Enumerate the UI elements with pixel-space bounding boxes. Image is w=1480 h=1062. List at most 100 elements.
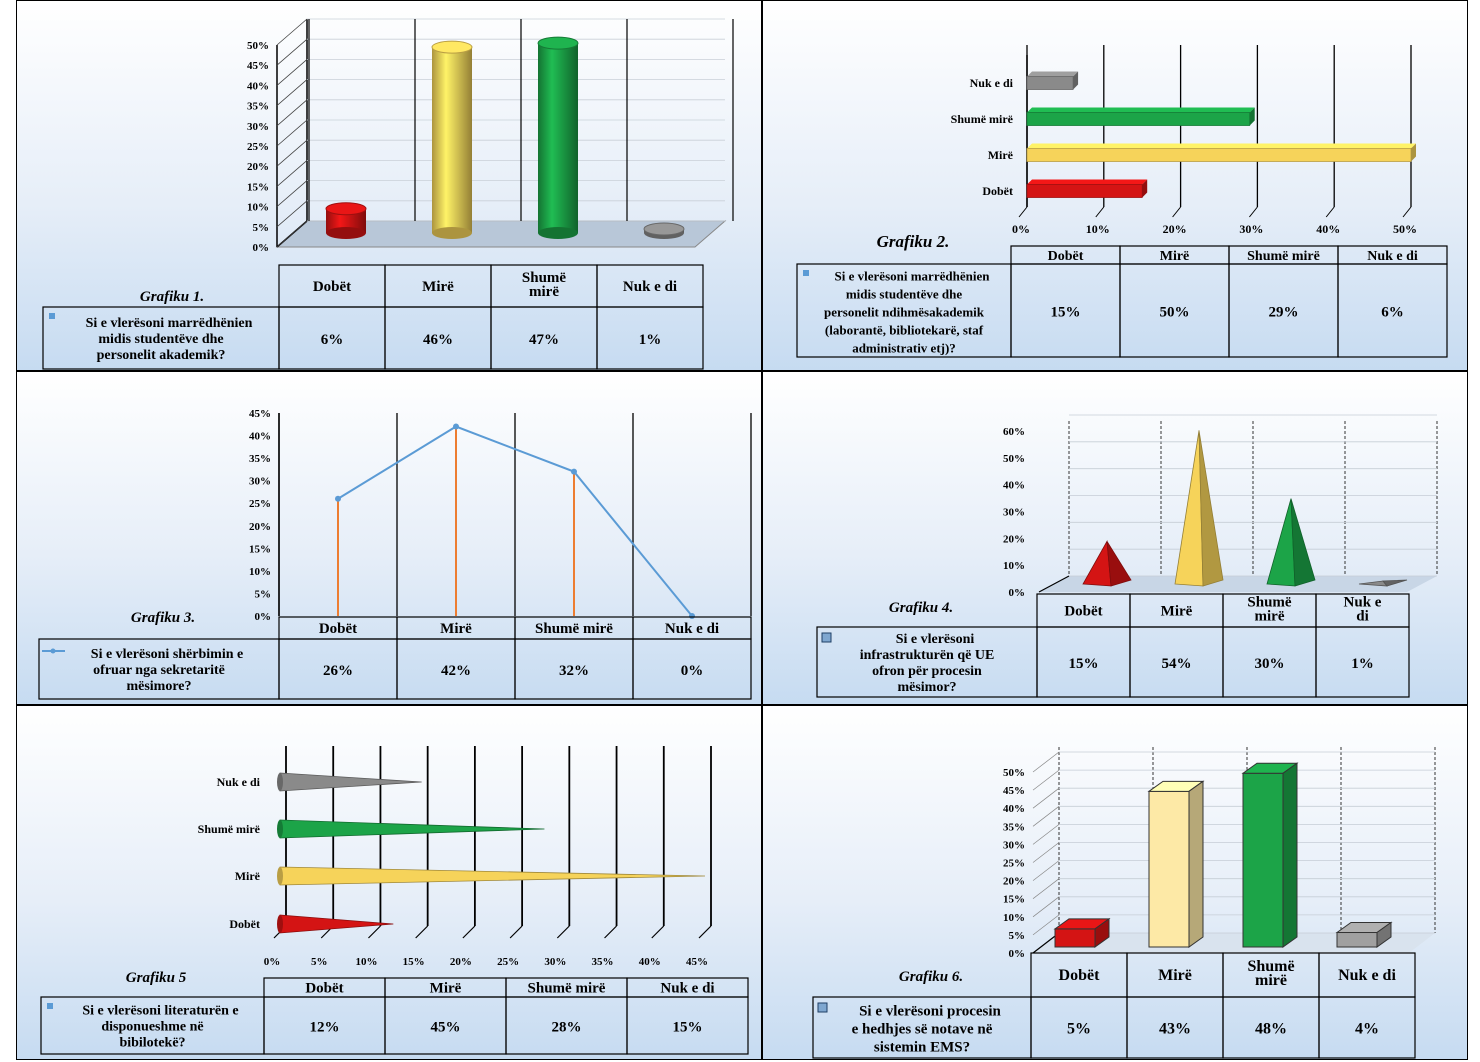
box-2-side: [1188, 780, 1204, 948]
gridline: [1032, 769, 1060, 791]
pyramid-1-side: [1106, 541, 1132, 587]
series-label-line-3: personelit ndihmësakademik: [824, 305, 985, 320]
bar-1-top: [1027, 179, 1148, 185]
category-axis-label: Nuk e di: [970, 76, 1014, 90]
category-label-1: Dobët: [1064, 604, 1102, 620]
table-value-cell: [1318, 996, 1416, 1059]
series-label-line-3: bibilotekë?: [119, 1036, 185, 1051]
bar-2-base: [432, 227, 472, 239]
chart-panel-6: 0% 5% 10% 15% 20% 25% 30% 35% 40% 45% 50% Dobët Mirë…: [762, 705, 1468, 1060]
box-1: [1054, 928, 1096, 948]
pyramid-2: [1174, 430, 1204, 587]
x-tick-label: 40%: [1316, 222, 1340, 236]
chart-panel-3: 0% 5% 10% 15% 20% 25% 30% 35% 40% 45% Dobët Mirë Shu…: [16, 371, 762, 705]
series-label-line-3: personelit akademik?: [97, 348, 226, 363]
chart-title: Grafiku 3.: [131, 610, 195, 626]
cone-3: [279, 819, 545, 839]
legend-key: [821, 632, 832, 643]
y-tick-label: 5%: [253, 222, 270, 234]
box-3-side: [1282, 762, 1298, 948]
gridline: [276, 18, 308, 46]
category-label-2: Mirë: [1160, 249, 1190, 264]
x-tick-label: 10%: [1086, 222, 1110, 236]
category-label-3: Shumë: [1247, 595, 1292, 611]
category-label-2: Mirë: [1161, 604, 1193, 620]
x-tick-label: 0%: [1012, 222, 1030, 236]
gridline-depth: [1325, 206, 1335, 218]
y-tick-label: 30%: [249, 476, 271, 488]
y-tick-label: 30%: [247, 121, 269, 133]
legend-key: [817, 1002, 828, 1013]
gridline: [276, 200, 308, 228]
value-label-4: 1%: [639, 332, 662, 348]
y-tick-label: 5%: [255, 588, 272, 600]
legend-key: [49, 313, 55, 319]
gridline-depth: [1018, 206, 1028, 218]
gridline: [276, 79, 308, 106]
y-tick-label: 35%: [247, 101, 269, 113]
gridline: [276, 180, 308, 207]
x-tick-label: 10%: [355, 956, 377, 968]
y-tick-label: 25%: [247, 141, 269, 153]
series-label-line-2: midis studentëve dhe: [846, 287, 963, 302]
bar-4: [1026, 76, 1074, 90]
y-tick-label: 10%: [249, 566, 271, 578]
y-tick-label: 15%: [1003, 894, 1025, 906]
y-tick-label: 25%: [1003, 858, 1025, 870]
y-tick-label: 10%: [1003, 560, 1025, 572]
bar-1-base: [326, 227, 366, 239]
chart-panel-2: 0% 10% 20% 30% 40% 50% Dobët Mirë Shumë mirë Nuk …: [762, 0, 1468, 371]
gridline: [1032, 824, 1060, 845]
gridline: [1032, 751, 1060, 773]
y-tick-label: 45%: [247, 60, 269, 72]
category-label-1: Dobët: [1059, 967, 1101, 984]
y-tick-label: 0%: [253, 242, 270, 254]
series-label-line-1: Si e vlerësoni: [896, 632, 975, 647]
value-label-2: 54%: [1162, 656, 1192, 672]
y-tick-label: 35%: [1003, 821, 1025, 833]
category-label-3: Shumë mirë: [1247, 249, 1320, 264]
gridline-depth: [1172, 206, 1181, 218]
value-label-4: 15%: [673, 1020, 703, 1036]
x-tick-label: 50%: [1393, 222, 1417, 236]
cone-4: [279, 772, 422, 792]
gridline: [1032, 896, 1060, 918]
series-label-line-3: ofron për procesin: [872, 664, 982, 679]
value-label-3: 48%: [1255, 1021, 1287, 1038]
bar-3-side: [1249, 107, 1255, 126]
category-label-2: Mirë: [440, 621, 472, 637]
category-axis-label: Dobët: [229, 917, 260, 931]
table-value-cell: [1337, 263, 1448, 358]
gridline-depth: [1249, 206, 1258, 218]
gridline: [276, 220, 308, 248]
bar-3: [1026, 112, 1251, 126]
value-label-2: 43%: [1159, 1021, 1191, 1038]
gridline: [1032, 842, 1060, 863]
x-tick-label: 25%: [497, 956, 519, 968]
value-label-1: 5%: [1067, 1021, 1091, 1038]
bar-3: [538, 43, 578, 234]
x-tick-label: 35%: [592, 956, 614, 968]
series-label-line-2: disponueshme në: [101, 1020, 203, 1035]
category-label-3: mirë: [1255, 972, 1287, 989]
pyramid-2-side: [1198, 430, 1224, 587]
value-label-3: 28%: [552, 1020, 582, 1036]
floor: [1039, 576, 1437, 592]
chart-title: Grafiku 5: [126, 970, 187, 986]
bar-1: [1026, 184, 1143, 198]
y-tick-label: 20%: [247, 161, 269, 173]
category-label-3: Shumë mirë: [535, 621, 613, 637]
table-value-cell: [632, 638, 752, 700]
box-3: [1242, 772, 1284, 948]
series-label-line-2: midis studentëve dhe: [98, 332, 223, 347]
floor: [1033, 933, 1435, 953]
y-tick-label: 50%: [247, 40, 269, 52]
y-tick-label: 20%: [249, 521, 271, 533]
category-label-4: Nuk e di: [1338, 967, 1396, 984]
category-label-2: Mirë: [422, 279, 454, 295]
series-line: [337, 425, 693, 617]
series-label-line-3: mësimore?: [126, 679, 191, 694]
category-label-4: Nuk e di: [623, 279, 677, 295]
gridline-depth: [556, 925, 570, 939]
y-tick-label: 35%: [249, 453, 271, 465]
